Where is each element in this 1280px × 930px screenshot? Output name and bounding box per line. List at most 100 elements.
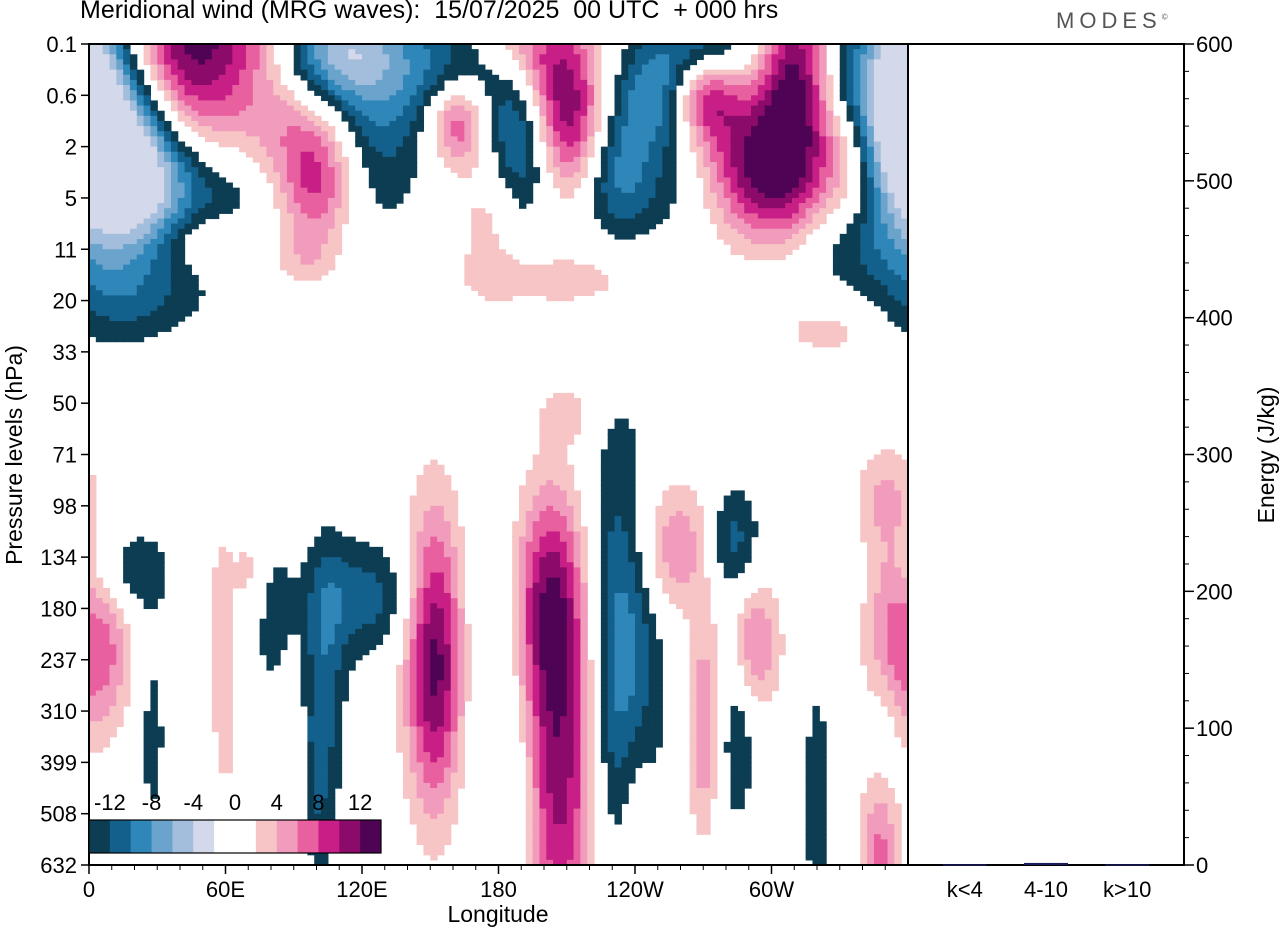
heatmap-cell — [757, 85, 766, 91]
heatmap-cell — [751, 136, 759, 143]
heatmap-cell — [136, 280, 145, 286]
heatmap-cell — [321, 54, 329, 60]
heatmap-cell — [382, 90, 390, 96]
heatmap-cell — [771, 249, 779, 255]
heatmap-cell — [498, 110, 506, 117]
heatmap-cell — [368, 85, 377, 91]
heatmap-cell — [123, 238, 131, 245]
heatmap-cell — [785, 100, 793, 107]
heatmap-cell — [95, 162, 104, 168]
heatmap-cell — [389, 74, 397, 81]
heatmap-cell — [826, 162, 834, 168]
heatmap-cell — [600, 464, 609, 471]
heatmap-cell — [737, 187, 745, 194]
heatmap-cell — [437, 551, 445, 558]
heatmap-cell — [170, 238, 179, 245]
heatmap-cell — [177, 90, 186, 96]
heatmap-cell — [587, 146, 595, 153]
heatmap-cell — [757, 249, 766, 255]
heatmap-cell — [123, 321, 131, 327]
heatmap-cell — [880, 85, 889, 91]
heatmap-cell — [887, 64, 895, 71]
heatmap-cell — [409, 172, 418, 179]
heatmap-cell — [157, 131, 165, 137]
heatmap-cell — [218, 187, 227, 194]
heatmap-cell — [805, 136, 814, 143]
heatmap-cell — [901, 238, 908, 245]
heatmap-cell — [566, 423, 575, 430]
heatmap-cell — [867, 208, 875, 214]
heatmap-cell — [307, 233, 315, 240]
heatmap-cell — [880, 295, 889, 302]
heatmap-cell — [621, 85, 629, 91]
heatmap-cell — [744, 233, 752, 240]
heatmap-cell — [368, 49, 377, 55]
heatmap-cell — [764, 74, 773, 81]
heatmap-cell — [805, 44, 814, 50]
heatmap-cell — [416, 95, 425, 102]
heatmap-cell — [559, 423, 568, 430]
heatmap-cell — [785, 59, 793, 66]
heatmap-cell — [566, 398, 575, 404]
heatmap-cell — [498, 120, 506, 127]
heatmap-cell — [587, 49, 595, 55]
heatmap-cell — [245, 90, 254, 96]
heatmap-cell — [867, 120, 875, 127]
heatmap-cell — [143, 120, 152, 127]
heatmap-cell — [860, 187, 868, 194]
heatmap-cell — [525, 187, 534, 194]
heatmap-cell — [867, 510, 875, 517]
heatmap-cell — [286, 218, 295, 225]
heatmap-cell — [587, 100, 595, 107]
heatmap-cell — [205, 85, 213, 91]
heatmap-cell — [805, 167, 814, 173]
heatmap-cell — [396, 110, 404, 117]
heatmap-cell — [757, 136, 766, 143]
heatmap-cell — [628, 85, 636, 91]
heatmap-cell — [362, 551, 370, 558]
heatmap-cell — [157, 321, 165, 327]
heatmap-cell — [785, 162, 793, 168]
heatmap-cell — [491, 85, 500, 91]
heatmap-cell — [791, 131, 800, 137]
heatmap-cell — [218, 197, 227, 204]
heatmap-cell — [594, 197, 602, 204]
heatmap-cell — [177, 208, 186, 214]
heatmap-cell — [785, 167, 793, 173]
heatmap-cell — [402, 131, 411, 137]
heatmap-cell — [334, 59, 343, 66]
heatmap-cell — [901, 79, 908, 86]
heatmap-cell — [880, 146, 889, 153]
heatmap-cell — [402, 167, 411, 173]
heatmap-cell — [457, 69, 465, 76]
heatmap-cell — [648, 151, 657, 158]
heatmap-cell — [566, 505, 575, 512]
heatmap-cell — [887, 156, 895, 163]
heatmap-cell — [566, 90, 575, 96]
heatmap-cell — [887, 44, 895, 50]
heatmap-cell — [628, 177, 636, 184]
heatmap-cell — [409, 162, 418, 168]
heatmap-cell — [553, 423, 561, 430]
heatmap-cell — [525, 480, 534, 486]
heatmap-cell — [628, 433, 636, 440]
heatmap-cell — [873, 208, 882, 214]
heatmap-cell — [505, 280, 513, 286]
heatmap-cell — [532, 505, 541, 512]
heatmap-cell — [225, 208, 233, 214]
heatmap-cell — [730, 238, 738, 245]
heatmap-cell — [655, 95, 663, 102]
heatmap-cell — [450, 536, 459, 543]
heatmap-cell — [409, 64, 418, 71]
heatmap-cell — [553, 521, 561, 527]
heatmap-cell — [662, 192, 670, 199]
heatmap-cell — [710, 120, 718, 127]
heatmap-cell — [894, 100, 902, 107]
heatmap-cell — [211, 105, 220, 112]
heatmap-cell — [498, 249, 506, 255]
heatmap-cell — [757, 213, 766, 220]
heatmap-cell — [539, 64, 547, 71]
heatmap-cell — [314, 254, 322, 261]
heatmap-cell — [880, 480, 889, 486]
heatmap-cell — [430, 516, 438, 522]
